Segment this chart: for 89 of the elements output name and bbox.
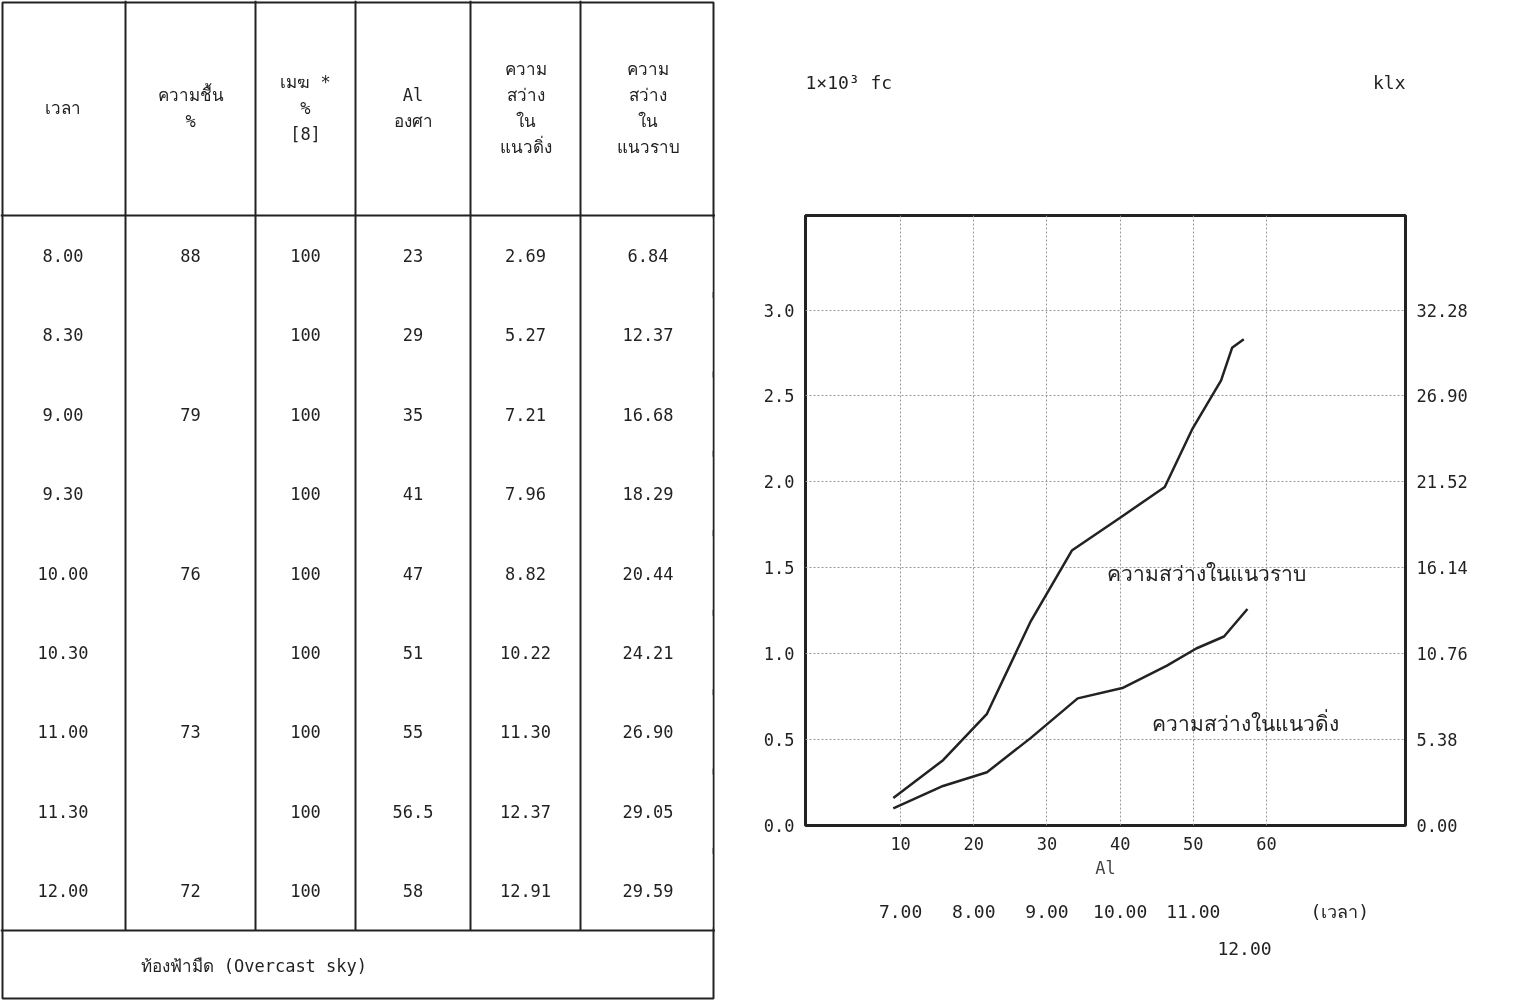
data-label: 12.37	[499, 801, 552, 822]
data-label: 100	[290, 484, 321, 505]
data-label: 12.37	[622, 325, 674, 346]
y-axis-title: เวลา	[45, 98, 81, 118]
data-label: 23	[402, 245, 424, 266]
x-tick-label: 30	[1036, 833, 1058, 854]
data-label: 100	[290, 801, 321, 822]
data-label: 29.05	[622, 801, 674, 822]
data-label: 100	[290, 642, 321, 663]
y2-tick-label: 10.76	[1416, 644, 1468, 665]
data-label: 51	[402, 642, 424, 663]
data-label: 24.21	[622, 642, 674, 663]
y2-tick-label: 0.00	[1416, 816, 1458, 836]
data-label: 6.84	[627, 245, 669, 266]
y-tick-label: 8.00	[42, 245, 84, 266]
y-tick-label: 0.5	[763, 730, 795, 751]
data-label: 10.22	[499, 642, 552, 663]
data-label: 100	[290, 404, 321, 425]
y-tick-label: 1.5	[763, 558, 795, 579]
y-tick-label: 11.00	[37, 722, 89, 743]
data-label: 79	[180, 404, 201, 425]
data-label: 73	[180, 722, 201, 743]
data-label: 5.27	[505, 325, 546, 346]
data-label: 72	[180, 881, 201, 902]
series-label: ความสว่างในแนวราบ	[1107, 562, 1307, 587]
x-tick-label: ความชื้น %	[157, 83, 224, 131]
data-label: 100	[290, 722, 321, 743]
text: 9.00	[1025, 901, 1069, 923]
y2-tick-label: 26.90	[1416, 386, 1468, 407]
data-label: 29	[402, 325, 424, 346]
data-label: 12.91	[499, 881, 552, 902]
y-tick-label: 2.5	[763, 386, 795, 407]
x-tick-label: 50	[1183, 833, 1204, 854]
data-label: 56.5	[392, 801, 434, 822]
x-tick-label: 20	[963, 833, 985, 854]
text: 12.00	[1217, 938, 1272, 959]
x-tick-label: ความ สว่าง ใน แนวดิ่ง	[499, 59, 552, 157]
y-tick-label: 1.0	[763, 644, 795, 665]
data-label: 35	[402, 404, 424, 425]
text: 10.00	[1093, 901, 1148, 923]
y-tick-label: 10.30	[37, 642, 89, 663]
y2-tick-label: 16.14	[1416, 558, 1468, 579]
text: 7.00	[878, 901, 923, 923]
data-label: 16.68	[622, 404, 674, 425]
data-label: 100	[290, 245, 321, 266]
data-label: 2.69	[505, 245, 546, 266]
data-label: 29.59	[622, 881, 674, 902]
y2-tick-label: 5.38	[1416, 730, 1458, 751]
y-tick-label: 0.0	[763, 816, 795, 836]
x-tick-label: 60	[1256, 833, 1277, 854]
data-label: 47	[402, 563, 424, 584]
data-label: 76	[180, 563, 201, 584]
data-label: 18.29	[622, 484, 674, 505]
x-tick-label: 40	[1109, 833, 1131, 854]
y-tick-label: 9.00	[42, 404, 84, 425]
data-label: 88	[180, 245, 201, 266]
text: (เวลา)	[1310, 901, 1370, 923]
x-tick-label: ความ สว่าง ใน แนวราบ	[616, 59, 680, 157]
y2-tick-label: 32.28	[1416, 300, 1468, 321]
data-label: 26.90	[622, 722, 674, 743]
text: 8.00	[952, 901, 996, 923]
x-tick-label: เมฆ * % [8]	[280, 72, 331, 144]
y-tick-label: 11.30	[37, 801, 89, 822]
text: ท้องฟ้ามืด (Overcast sky)	[140, 955, 368, 976]
y-tick-label: 8.30	[42, 325, 84, 346]
data-label: 20.44	[622, 563, 674, 584]
y-tick-label: 12.00	[37, 881, 89, 902]
y-tick-label: 9.30	[42, 484, 84, 505]
data-label: 100	[290, 325, 321, 346]
series-label: ความสว่างในแนวดิ่ง	[1151, 708, 1339, 736]
data-label: 7.21	[505, 404, 546, 425]
data-label: 7.96	[505, 484, 546, 505]
y-axis-title: 1×10³ fc	[805, 72, 893, 93]
data-label: 41	[402, 484, 424, 505]
y-tick-label: 3.0	[763, 300, 795, 321]
data-label: 8.82	[505, 563, 546, 584]
y-tick-label: 2.0	[763, 472, 795, 493]
data-label: 100	[290, 563, 321, 584]
y-tick-label: 10.00	[37, 563, 89, 584]
data-label: 55	[402, 722, 424, 743]
x-tick-label: 10	[890, 833, 911, 854]
data-label: 11.30	[499, 722, 552, 743]
y2-axis-title: klx	[1372, 72, 1406, 93]
x-axis-title: Al	[1095, 857, 1116, 878]
data-label: 100	[290, 881, 321, 902]
text: 11.00	[1166, 901, 1221, 923]
data-label: 58	[402, 881, 424, 902]
x-tick-label: Al องศา	[393, 85, 433, 131]
y2-tick-label: 21.52	[1416, 472, 1468, 493]
